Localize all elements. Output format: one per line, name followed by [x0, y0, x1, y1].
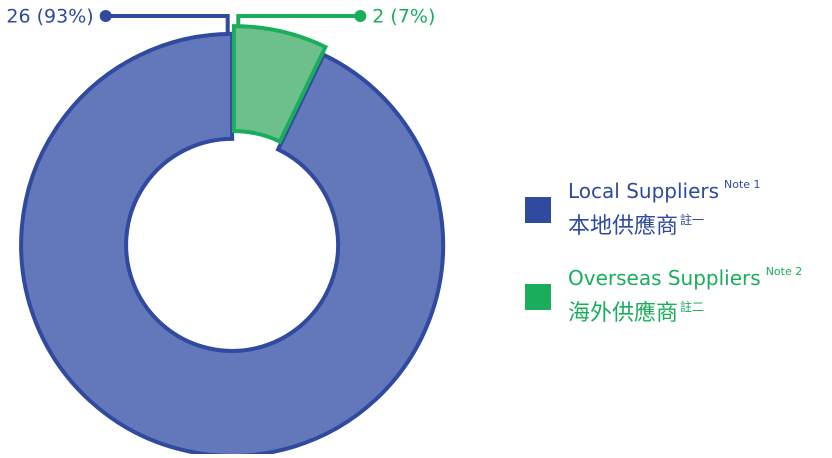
data-label: 26 (93%) [6, 6, 93, 28]
legend-name-zh: 海外供應商 [568, 300, 678, 326]
donut-slice [19, 31, 446, 458]
leader-dot [354, 10, 367, 22]
leader-dot [99, 10, 112, 22]
legend-note-zh: 註二 [680, 300, 704, 314]
legend-note: Note 1 [724, 178, 761, 191]
legend-label: Local Suppliers Note 1 [568, 178, 761, 203]
legend-label: Overseas Suppliers Note 2 [568, 265, 802, 290]
data-label: 2 (7%) [372, 6, 435, 28]
legend-swatch [525, 284, 551, 310]
leader-line [236, 14, 361, 27]
leader-line [105, 14, 230, 34]
legend-swatch [525, 197, 551, 223]
legend-name: Local Suppliers [568, 179, 719, 203]
legend-label-zh: 海外供應商 註二 [568, 300, 704, 327]
legend-name-zh: 本地供應商 [568, 213, 678, 239]
legend-label-zh: 本地供應商 註一 [568, 213, 704, 240]
legend-note-zh: 註一 [680, 213, 704, 227]
donut-slice [231, 24, 329, 145]
legend-name: Overseas Suppliers [568, 266, 761, 290]
legend-note: Note 2 [766, 265, 803, 278]
